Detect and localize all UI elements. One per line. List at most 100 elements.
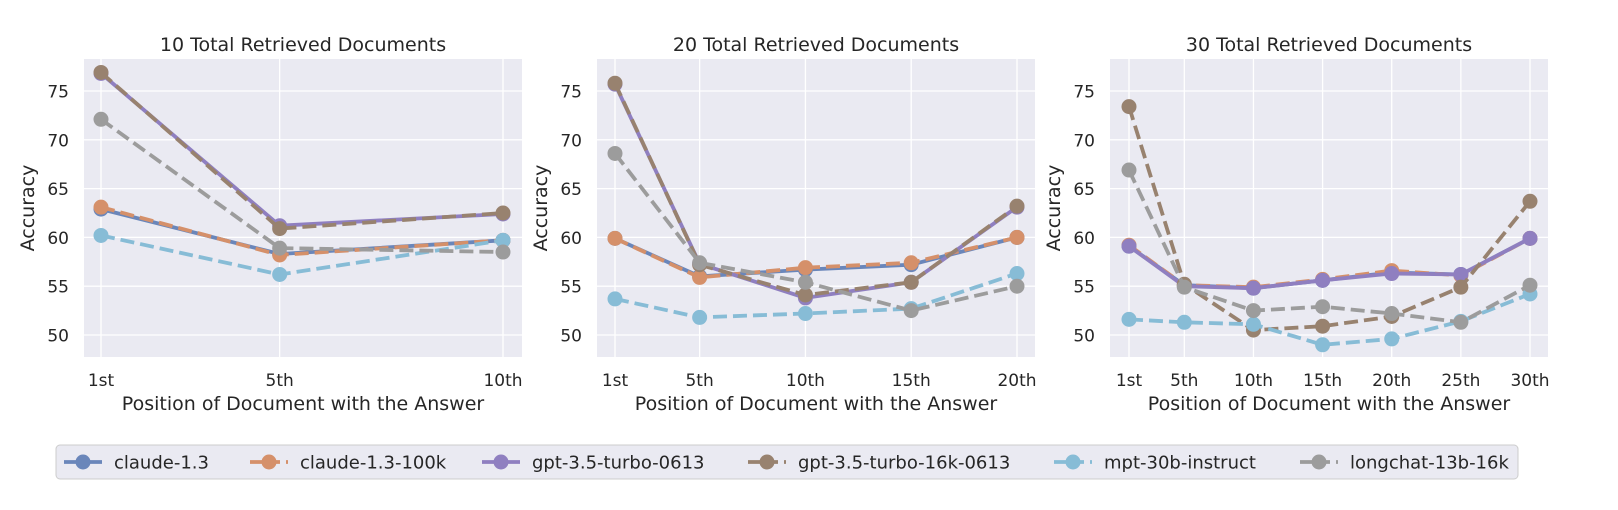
- data-point: [903, 303, 919, 319]
- data-point: [1245, 280, 1261, 296]
- data-point: [93, 199, 109, 215]
- data-point: [1315, 337, 1331, 353]
- y-tick-label: 65: [1073, 180, 1095, 200]
- data-point: [495, 205, 511, 221]
- data-point: [93, 227, 109, 243]
- legend-entry-mpt-30b-instruct: mpt-30b-instruct: [1054, 453, 1256, 474]
- legend-entry-gpt-3.5-turbo-16k-0613: gpt-3.5-turbo-16k-0613: [748, 453, 1010, 474]
- data-point: [692, 255, 708, 271]
- legend-marker: [1311, 454, 1327, 470]
- y-tick-label: 60: [47, 229, 69, 249]
- x-tick-label: 1st: [88, 371, 115, 391]
- y-tick-label: 55: [47, 278, 69, 298]
- data-point: [797, 287, 813, 303]
- chart-legend: claude-1.3 claude-1.3-100k gpt-3.5-turbo-0…: [55, 444, 1519, 480]
- data-point: [1384, 266, 1400, 282]
- x-tick-label: 5th: [266, 371, 294, 391]
- legend-label: mpt-30b-instruct: [1104, 453, 1256, 474]
- data-point: [1121, 162, 1137, 178]
- y-tick-label: 75: [47, 83, 69, 103]
- data-point: [1453, 266, 1469, 282]
- legend-marker: [75, 454, 91, 470]
- y-tick-label: 70: [47, 131, 69, 151]
- x-axis-label: Position of Document with the Answer: [1148, 393, 1511, 415]
- data-point: [1009, 229, 1025, 245]
- legend-label: gpt-3.5-turbo-16k-0613: [798, 453, 1010, 474]
- data-point: [1009, 266, 1025, 282]
- data-point: [1522, 230, 1538, 246]
- data-point: [1315, 272, 1331, 288]
- x-tick-label: 5th: [1170, 371, 1198, 391]
- chart-panel-3: 50 55 60 65 70 75 1st 5th 10th 15th 20th 25th 30th 30…: [1043, 34, 1550, 415]
- data-point: [692, 309, 708, 325]
- y-tick-label: 50: [560, 327, 582, 347]
- data-point: [607, 145, 623, 161]
- legend-label: claude-1.3: [114, 453, 209, 474]
- y-tick-label: 60: [1073, 229, 1095, 249]
- data-point: [797, 306, 813, 322]
- data-point: [1245, 316, 1261, 332]
- data-point: [1121, 311, 1137, 327]
- plot-background: [597, 59, 1035, 357]
- data-point: [797, 274, 813, 290]
- data-point: [1384, 306, 1400, 322]
- legend-entry-claude-1.3-100k: claude-1.3-100k: [250, 453, 447, 474]
- data-point: [607, 230, 623, 246]
- data-point: [1522, 277, 1538, 293]
- x-tick-label: 1st: [602, 371, 629, 391]
- series-longchat-13b-16k: [93, 111, 511, 260]
- legend-marker: [759, 454, 775, 470]
- chart-title: 30 Total Retrieved Documents: [1186, 34, 1472, 56]
- series-gpt-3.5-turbo-16k-0613: [93, 64, 511, 237]
- chart-title: 10 Total Retrieved Documents: [160, 34, 446, 56]
- legend-frame: [55, 444, 1519, 480]
- y-tick-label: 60: [560, 229, 582, 249]
- data-point: [1315, 318, 1331, 334]
- data-point: [692, 269, 708, 285]
- data-point: [797, 260, 813, 276]
- data-point: [1176, 279, 1192, 295]
- legend-label: claude-1.3-100k: [300, 453, 447, 474]
- data-point: [1121, 99, 1137, 115]
- x-tick-label: 15th: [892, 371, 931, 391]
- chart-title: 20 Total Retrieved Documents: [673, 34, 959, 56]
- data-point: [495, 232, 511, 248]
- data-point: [1176, 314, 1192, 330]
- y-tick-label: 70: [560, 131, 582, 151]
- data-point: [272, 266, 288, 282]
- chart-panel-1: 50 55 60 65 70 75 1st 5th 10th 10 Total Retrieved…: [17, 34, 523, 415]
- data-point: [495, 244, 511, 260]
- legend-entry-gpt-3.5-turbo-0613: gpt-3.5-turbo-0613: [482, 453, 704, 474]
- y-axis-label: Accuracy: [530, 165, 552, 252]
- data-point: [272, 221, 288, 237]
- x-tick-label: 10th: [483, 371, 522, 391]
- legend-marker: [493, 454, 509, 470]
- data-point: [1009, 198, 1025, 214]
- data-point: [93, 64, 109, 80]
- series-claude-1.3-100k: [607, 229, 1025, 285]
- data-point: [1453, 279, 1469, 295]
- data-point: [1121, 238, 1137, 254]
- chart-panel-2: 50 55 60 65 70 75 1st 5th 10th 15th 20th 20 Total R…: [530, 34, 1037, 415]
- y-tick-label: 55: [1073, 278, 1095, 298]
- legend-entry-longchat-13b-16k: longchat-13b-16k: [1300, 453, 1509, 474]
- y-tick-label: 55: [560, 278, 582, 298]
- plot-background: [84, 59, 522, 357]
- data-point: [607, 75, 623, 91]
- legend-marker: [1065, 454, 1081, 470]
- x-tick-label: 30th: [1510, 371, 1549, 391]
- y-axis-label: Accuracy: [1043, 165, 1065, 252]
- x-tick-label: 15th: [1303, 371, 1342, 391]
- data-point: [1315, 299, 1331, 315]
- x-tick-label: 5th: [685, 371, 713, 391]
- legend-label: gpt-3.5-turbo-0613: [532, 453, 704, 474]
- x-tick-label: 25th: [1441, 371, 1480, 391]
- y-tick-label: 75: [1073, 83, 1095, 103]
- y-tick-label: 65: [560, 180, 582, 200]
- x-tick-label: 20th: [1372, 371, 1411, 391]
- y-tick-label: 65: [47, 180, 69, 200]
- series-line: [99, 71, 504, 231]
- x-axis-label: Position of Document with the Answer: [122, 393, 485, 415]
- data-point: [903, 255, 919, 271]
- series-longchat-13b-16k: [607, 145, 1025, 319]
